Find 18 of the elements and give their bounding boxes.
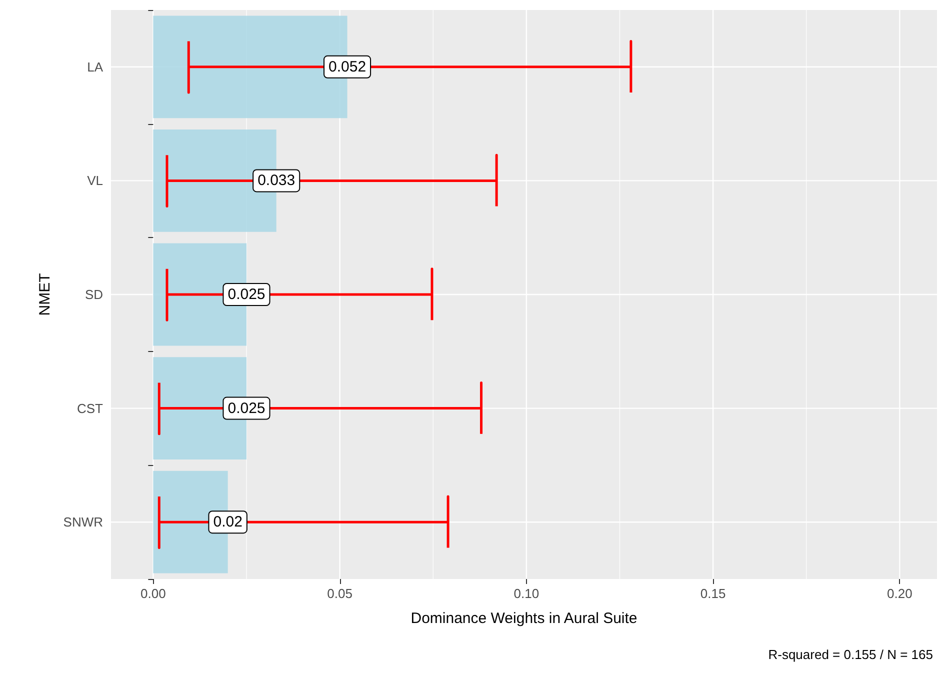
data-label: 0.02 — [213, 514, 242, 531]
x-tick-label: 0.15 — [700, 586, 726, 601]
y-tick-label: SD — [84, 287, 103, 302]
y-tick-label: SNWR — [63, 514, 103, 530]
x-axis-title: Dominance Weights in Aural Suite — [410, 610, 638, 627]
y-axis-title: NMET — [36, 273, 54, 316]
text: R-squared = 0.155 / N = 165 — [768, 647, 934, 662]
data-label: 0.025 — [228, 400, 266, 417]
data-label: 0.033 — [258, 172, 296, 190]
y-tick-label: LA — [87, 59, 104, 74]
x-tick-label: 0.20 — [887, 586, 912, 601]
x-tick-label: 0.10 — [514, 586, 540, 601]
y-tick-label: CST — [77, 400, 104, 416]
data-label: 0.052 — [328, 58, 366, 76]
data-label: 0.025 — [228, 286, 266, 303]
x-tick-label: 0.00 — [140, 586, 166, 601]
x-tick-label: 0.05 — [327, 586, 352, 601]
y-tick-label: VL — [87, 173, 103, 188]
